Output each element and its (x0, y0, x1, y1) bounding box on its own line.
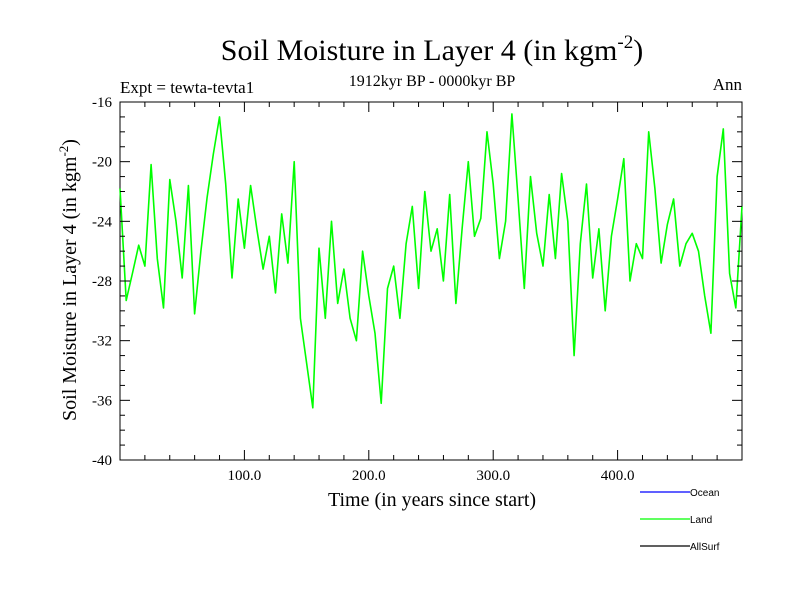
y-tick-label: -36 (92, 393, 112, 409)
y-tick-label: -16 (92, 95, 112, 111)
chart-subtitle: 1912kyr BP - 0000kyr BP (349, 73, 516, 90)
chart-title: Soil Moisture in Layer 4 (in kgm-2) (221, 32, 643, 67)
series-line-land (119, 113, 743, 409)
x-tick-label: 400.0 (601, 468, 635, 484)
legend: Ocean Land AllSurf (640, 488, 720, 553)
y-axis-label: Soil Moisture in Layer 4 (in kgm-2) (56, 139, 81, 421)
legend-label-allsurf: AllSurf (690, 542, 720, 553)
annual-label: Ann (713, 75, 743, 94)
axis-ticks: 100.0 200.0 300.0 400.0 -16 -20 -24 -28 -32 -36 -4… (92, 95, 742, 484)
plot-area (119, 101, 743, 461)
x-tick-label: 100.0 (228, 468, 262, 484)
y-tick-label: -40 (92, 453, 112, 469)
y-tick-label: -20 (92, 155, 112, 171)
experiment-label: Expt = tewta-tevta1 (120, 78, 254, 97)
y-tick-label: -32 (92, 334, 112, 350)
legend-label-land: Land (690, 515, 712, 526)
x-tick-label: 200.0 (352, 468, 386, 484)
y-tick-label: -28 (92, 274, 112, 290)
y-tick-label: -24 (92, 214, 112, 230)
legend-label-ocean: Ocean (690, 488, 719, 499)
x-axis-label: Time (in years since start) (328, 489, 536, 511)
x-tick-label: 300.0 (476, 468, 510, 484)
